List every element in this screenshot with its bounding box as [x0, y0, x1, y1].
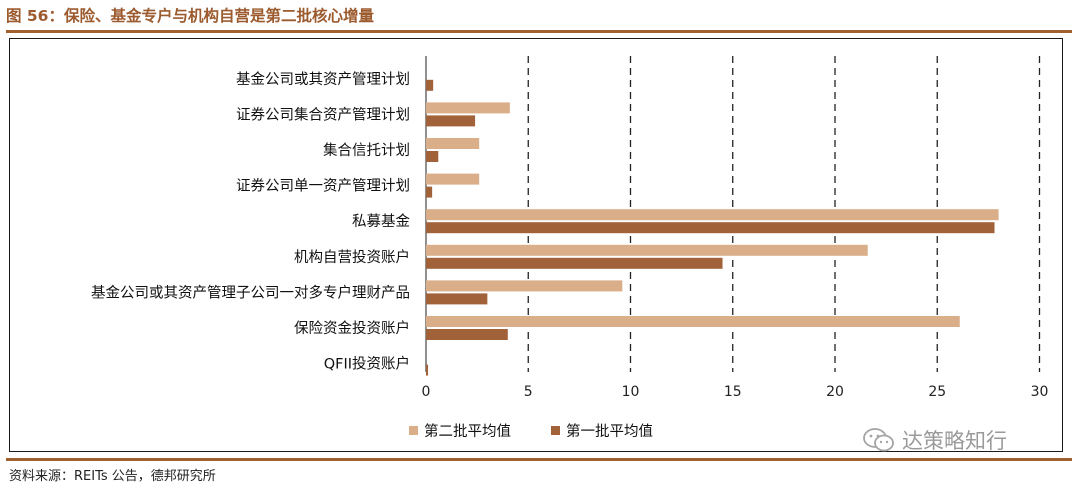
bar-second-batch	[426, 138, 480, 149]
x-tick-label: 15	[724, 384, 742, 400]
legend-second-batch-label: 第二批平均值	[424, 422, 511, 440]
category-label: 机构自营投资账户	[294, 249, 410, 266]
legend-first-batch-label: 第一批平均值	[566, 422, 653, 440]
category-label: 证券公司集合资产管理计划	[236, 106, 410, 123]
bar-second-batch	[426, 244, 868, 256]
legend-first-batch-swatch	[551, 426, 560, 435]
source-note: 资料来源：REITs 公告，德邦研究所	[9, 469, 216, 484]
watermark-text: 达策略知行	[902, 429, 1007, 453]
bar-first-batch	[426, 293, 488, 305]
figure-title: 图 56：保险、基金专户与机构自营是第二批核心增量	[6, 7, 374, 25]
chart-frame	[9, 38, 1063, 452]
x-tick-label: 5	[524, 384, 533, 400]
footer-rule	[6, 458, 1072, 461]
bar-second-batch	[426, 209, 999, 221]
category-label: QFII投资账户	[324, 356, 410, 373]
bar-first-batch	[426, 329, 508, 340]
category-label: 私募基金	[352, 213, 410, 230]
bar-first-batch	[426, 222, 995, 234]
bar-second-batch	[426, 316, 960, 327]
x-tick-label: 25	[928, 384, 946, 400]
bar-second-batch	[426, 102, 510, 114]
bar-second-batch	[426, 280, 623, 292]
category-label: 基金公司或其资产管理子公司一对多专户理财产品	[91, 284, 410, 301]
watermark: 达策略知行	[862, 425, 1007, 455]
title-rule	[6, 30, 1072, 33]
bar-first-batch	[426, 364, 429, 376]
x-tick-label: 20	[826, 384, 844, 400]
category-label: 证券公司单一资产管理计划	[236, 178, 410, 195]
wechat-icon	[863, 428, 894, 452]
bar-second-batch	[426, 173, 480, 185]
category-label: 集合信托计划	[323, 142, 410, 159]
x-tick-label: 10	[622, 384, 640, 400]
category-label: 基金公司或其资产管理计划	[236, 71, 410, 88]
bar-first-batch	[426, 186, 433, 198]
legend-second-batch-swatch	[409, 426, 418, 435]
bar-first-batch	[426, 257, 723, 269]
x-tick-label: 30	[1031, 384, 1049, 400]
bar-first-batch	[426, 151, 439, 162]
bar-first-batch	[426, 79, 434, 91]
category-label: 保险资金投资账户	[294, 320, 410, 337]
x-tick-label: 0	[422, 384, 431, 400]
bar-first-batch	[426, 115, 476, 127]
